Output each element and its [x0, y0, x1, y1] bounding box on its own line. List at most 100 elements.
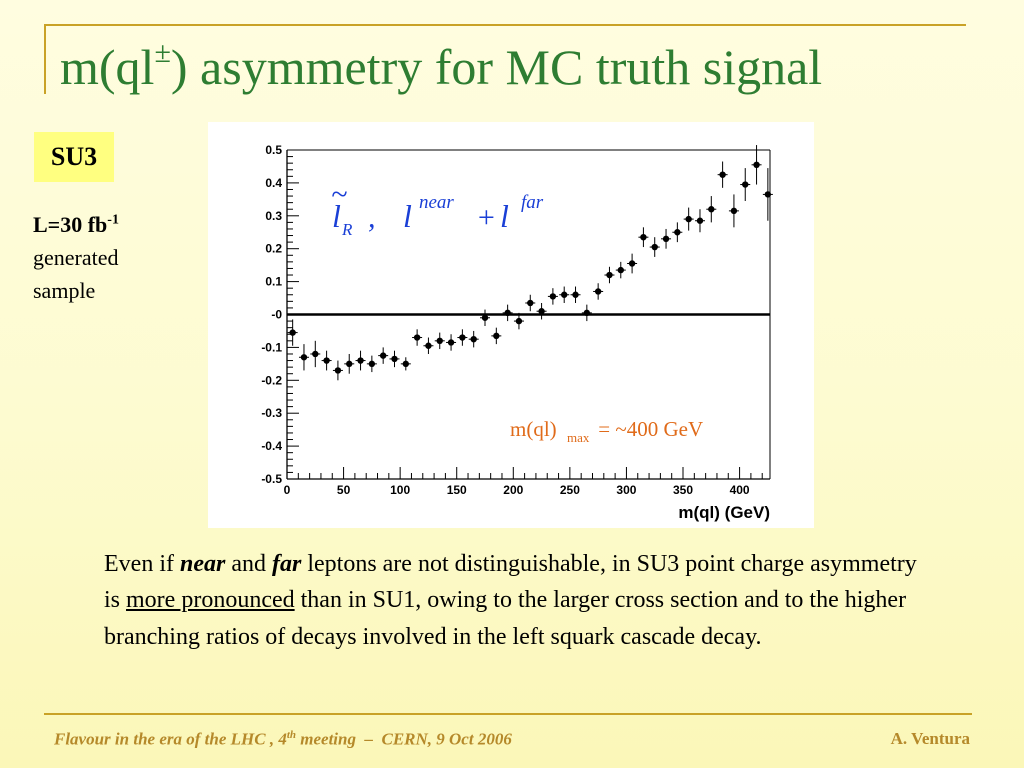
- plot-background: [208, 122, 814, 528]
- data-point: [538, 308, 545, 315]
- x-tick-label: 50: [337, 483, 351, 497]
- data-point: [527, 299, 534, 307]
- formula-comma: ,: [368, 201, 376, 234]
- formula-l: l: [332, 198, 341, 234]
- title-frame-top: [44, 24, 966, 26]
- luminosity-label: L=30 fb-1: [33, 208, 119, 241]
- su3-badge: SU3: [34, 132, 114, 182]
- y-tick-label: 0.3: [265, 209, 282, 223]
- body-underlined: more pronounced: [126, 587, 295, 614]
- title-main: m(ql: [60, 39, 155, 95]
- x-tick-label: 300: [616, 483, 636, 497]
- data-point: [606, 271, 613, 279]
- footer-author: A. Ventura: [890, 729, 970, 748]
- data-point: [719, 171, 726, 178]
- y-tick-label: -0.1: [261, 340, 282, 354]
- data-point: [334, 367, 342, 374]
- data-point: [391, 355, 398, 363]
- body-part-3: leptons are not distinguishable, in SU3 …: [104, 551, 917, 614]
- data-point: [379, 352, 387, 359]
- data-point: [628, 260, 636, 267]
- footer-event: Flavour in the era of the LHC , 4th meet…: [54, 729, 512, 750]
- formula-plus: +: [476, 201, 496, 234]
- formula-subscript-r: R: [341, 220, 353, 239]
- y-tick-label: -0.5: [261, 472, 282, 486]
- x-axis-title: m(ql) (GeV): [678, 503, 770, 522]
- sample-line-1: generated: [33, 245, 119, 270]
- data-point: [368, 360, 376, 368]
- footer-left-post: meeting – CERN, 9 Oct 2006: [296, 729, 512, 749]
- body-part-1: Even if: [104, 551, 180, 577]
- y-tick-label: 0.1: [265, 275, 282, 289]
- data-point: [323, 357, 330, 364]
- formula-sup-near: near: [419, 192, 454, 213]
- body-near: near: [179, 551, 226, 577]
- data-point: [696, 217, 704, 224]
- data-point: [742, 181, 749, 188]
- data-point: [549, 293, 557, 300]
- data-point: [447, 339, 455, 346]
- body-far: far: [271, 551, 302, 577]
- sample-line-2: sample: [33, 278, 96, 303]
- annotation-sub: max: [567, 430, 590, 445]
- data-point: [730, 207, 738, 215]
- data-point: [561, 291, 568, 298]
- data-point: [357, 357, 364, 364]
- title-rest: ) asymmetry for MC truth signal: [170, 39, 823, 95]
- formula-tilde: ~: [331, 178, 347, 211]
- footer-left-pre: Flavour in the era of the LHC , 4: [54, 729, 287, 749]
- formula-sup-far: far: [521, 192, 544, 213]
- x-tick-label: 0: [284, 483, 291, 497]
- data-point: [583, 309, 591, 317]
- footer-divider: [44, 713, 972, 715]
- data-point: [289, 329, 296, 336]
- y-tick-label: -0.3: [261, 406, 282, 420]
- asymmetry-plot: 0.5 0.4 0.3 0.2 0.1 -0 -0.1 -0.2 -0.3 -0.4 -0.5 0 5…: [261, 143, 773, 522]
- data-point: [662, 235, 670, 243]
- formula-label: ~ l R , l near + l far: [331, 178, 544, 239]
- data-point: [674, 229, 681, 236]
- formula-l-far: l: [500, 198, 509, 234]
- data-point: [515, 317, 523, 325]
- x-tick-label: 350: [673, 483, 693, 497]
- data-point: [436, 337, 443, 345]
- explanation-paragraph: Even if near and far leptons are not dis…: [104, 546, 934, 655]
- data-point: [594, 288, 602, 295]
- data-point: [764, 191, 772, 198]
- data-point: [493, 332, 500, 340]
- data-point: [402, 360, 410, 368]
- title-frame-left: [44, 24, 46, 94]
- data-point: [312, 350, 319, 358]
- lumi-prefix: L=30 fb: [33, 212, 108, 237]
- formula-l-near: l: [403, 198, 412, 234]
- data-point: [640, 233, 647, 241]
- y-tick-label: -0.4: [261, 439, 282, 453]
- badge-label: SU3: [50, 142, 98, 171]
- mql-max-annotation: m(ql) max = ~400 GeV: [510, 417, 703, 445]
- data-point: [504, 309, 511, 317]
- x-tick-label: 400: [730, 483, 750, 497]
- data-point: [685, 215, 692, 223]
- luminosity-note: L=30 fb-1 generated sample: [33, 208, 119, 307]
- body-part-4: than in SU1, owing to the larger cross s…: [104, 587, 907, 650]
- body-part-2: and: [225, 551, 272, 577]
- footer-left-sup: th: [286, 729, 297, 741]
- x-tick-group: 0 50 100 150 200 250 300 350 400: [284, 467, 763, 497]
- data-point: [459, 334, 466, 341]
- x-tick-label: 150: [447, 483, 467, 497]
- data-point: [708, 206, 715, 213]
- data-point: [470, 335, 477, 343]
- slide-title: m(ql±) asymmetry for MC truth signal: [60, 38, 823, 95]
- data-point: [481, 314, 489, 321]
- data-point: [753, 161, 760, 169]
- y-tick-label: -0: [271, 308, 282, 322]
- data-point: [425, 342, 432, 349]
- data-points-group: [287, 145, 773, 381]
- title-sup: ±: [154, 36, 171, 69]
- annotation-prefix: m(ql): [510, 417, 557, 441]
- y-tick-label: -0.2: [261, 373, 282, 387]
- lumi-sup: -1: [107, 212, 119, 228]
- data-point: [413, 334, 421, 341]
- data-point: [617, 266, 624, 274]
- y-tick-group: 0.5 0.4 0.3 0.2 0.1 -0 -0.1 -0.2 -0.3 -0.4 -0.5: [261, 143, 299, 486]
